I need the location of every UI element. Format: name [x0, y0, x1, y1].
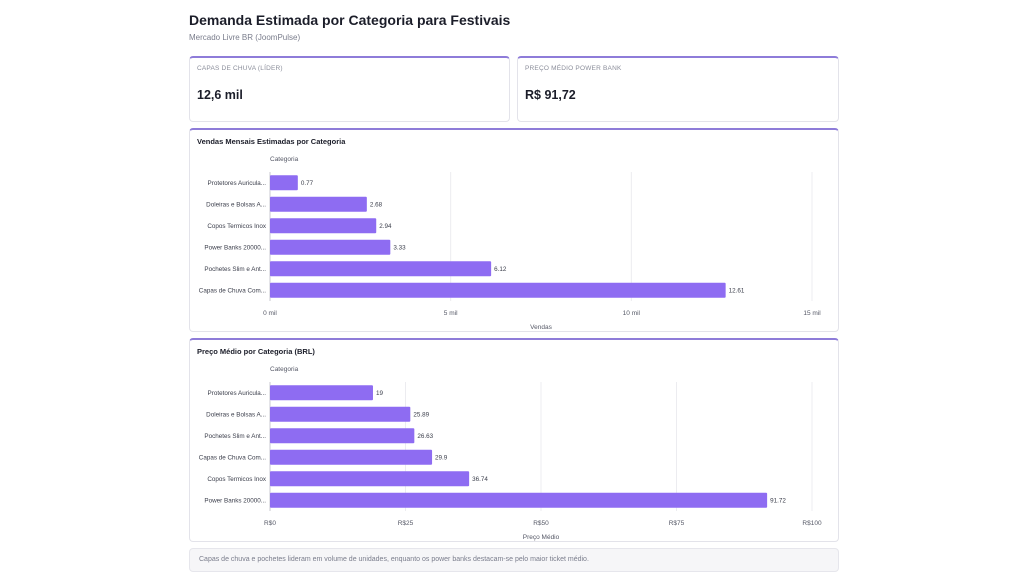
kpi-card-rain-covers: CAPAS DE CHUVA (LÍDER) 12,6 mil — [189, 56, 510, 122]
y-axis-title: Categoria — [270, 156, 299, 163]
price-chart-card: Preço Médio por Categoria (BRL) R$0 R$25 R… — [189, 338, 839, 542]
category-label: Power Banks 20000... — [204, 245, 266, 252]
kpi-label: CAPAS DE CHUVA (LÍDER) — [197, 65, 283, 72]
bar — [270, 239, 391, 255]
data-label: 0.77 — [301, 180, 314, 187]
insight-text: Capas de chuva e pochetes lideram em vol… — [199, 556, 589, 563]
bar — [270, 196, 367, 212]
category-label: Copos Termicos Inox — [207, 223, 267, 230]
chart-title: Preço Médio por Categoria (BRL) — [197, 347, 315, 356]
insight-note: Capas de chuva e pochetes lideram em vol… — [189, 548, 839, 572]
x-tick-label: R$50 — [533, 520, 549, 527]
data-label: 91.72 — [770, 498, 786, 505]
sales-chart-card: Vendas Mensais Estimadas por Categoria 0… — [189, 128, 839, 332]
bar — [270, 406, 411, 422]
x-axis-title: Vendas — [530, 324, 552, 331]
x-tick-label: R$25 — [398, 520, 414, 527]
data-label: 2.68 — [370, 202, 383, 209]
x-tick-label: R$100 — [802, 520, 822, 527]
data-label: 3.33 — [393, 245, 406, 252]
page-title: Demanda Estimada por Categoria para Fest… — [189, 12, 511, 28]
sales-bar-chart: 0 mil 5 mil 10 mil 15 mil Categoria Vendas Pro… — [199, 156, 821, 331]
kpi-label: PREÇO MÉDIO POWER BANK — [525, 65, 622, 72]
bar — [270, 471, 470, 487]
category-label: Doleiras e Bolsas A... — [206, 412, 266, 419]
category-label: Pochetes Slim e Ant... — [204, 433, 266, 440]
page-subtitle: Mercado Livre BR (JoomPulse) — [189, 33, 301, 42]
category-label: Pochetes Slim e Ant... — [204, 266, 266, 273]
category-label: Copos Termicos Inox — [207, 476, 267, 483]
category-label: Power Banks 20000... — [204, 498, 266, 505]
kpi-value: R$ 91,72 — [525, 88, 576, 102]
category-label: Capas de Chuva Com... — [199, 288, 266, 295]
data-label: 2.94 — [379, 223, 392, 230]
price-bar-chart: R$0 R$25 R$50 R$75 R$100 Categoria Preço Médio… — [199, 366, 822, 541]
bar — [270, 385, 373, 401]
x-tick-label: R$0 — [264, 520, 276, 527]
x-tick-label: 5 mil — [444, 310, 458, 317]
bar — [270, 449, 433, 465]
bar — [270, 282, 726, 298]
bar — [270, 218, 377, 234]
data-label: 29.9 — [435, 455, 448, 462]
chart-title: Vendas Mensais Estimadas por Categoria — [197, 137, 346, 146]
category-label: Capas de Chuva Com... — [199, 455, 266, 462]
x-tick-label: 10 mil — [623, 310, 641, 317]
data-label: 12.61 — [729, 288, 745, 295]
x-tick-label: 0 mil — [263, 310, 277, 317]
bar — [270, 492, 768, 508]
bar — [270, 175, 298, 191]
data-label: 25.89 — [413, 412, 429, 419]
bar — [270, 261, 492, 277]
data-label: 26.63 — [417, 433, 433, 440]
kpi-value: 12,6 mil — [197, 88, 243, 102]
x-tick-label: R$75 — [669, 520, 685, 527]
y-axis-title: Categoria — [270, 366, 299, 373]
category-label: Protetores Auricula... — [208, 390, 267, 397]
data-label: 6.12 — [494, 266, 507, 273]
x-tick-label: 15 mil — [803, 310, 821, 317]
data-label: 36.74 — [472, 476, 488, 483]
x-axis-title: Preço Médio — [523, 534, 560, 541]
category-label: Doleiras e Bolsas A... — [206, 202, 266, 209]
category-label: Protetores Auricula... — [208, 180, 267, 187]
kpi-card-power-bank-price: PREÇO MÉDIO POWER BANK R$ 91,72 — [517, 56, 839, 122]
data-label: 19 — [376, 390, 384, 397]
bar — [270, 428, 415, 444]
